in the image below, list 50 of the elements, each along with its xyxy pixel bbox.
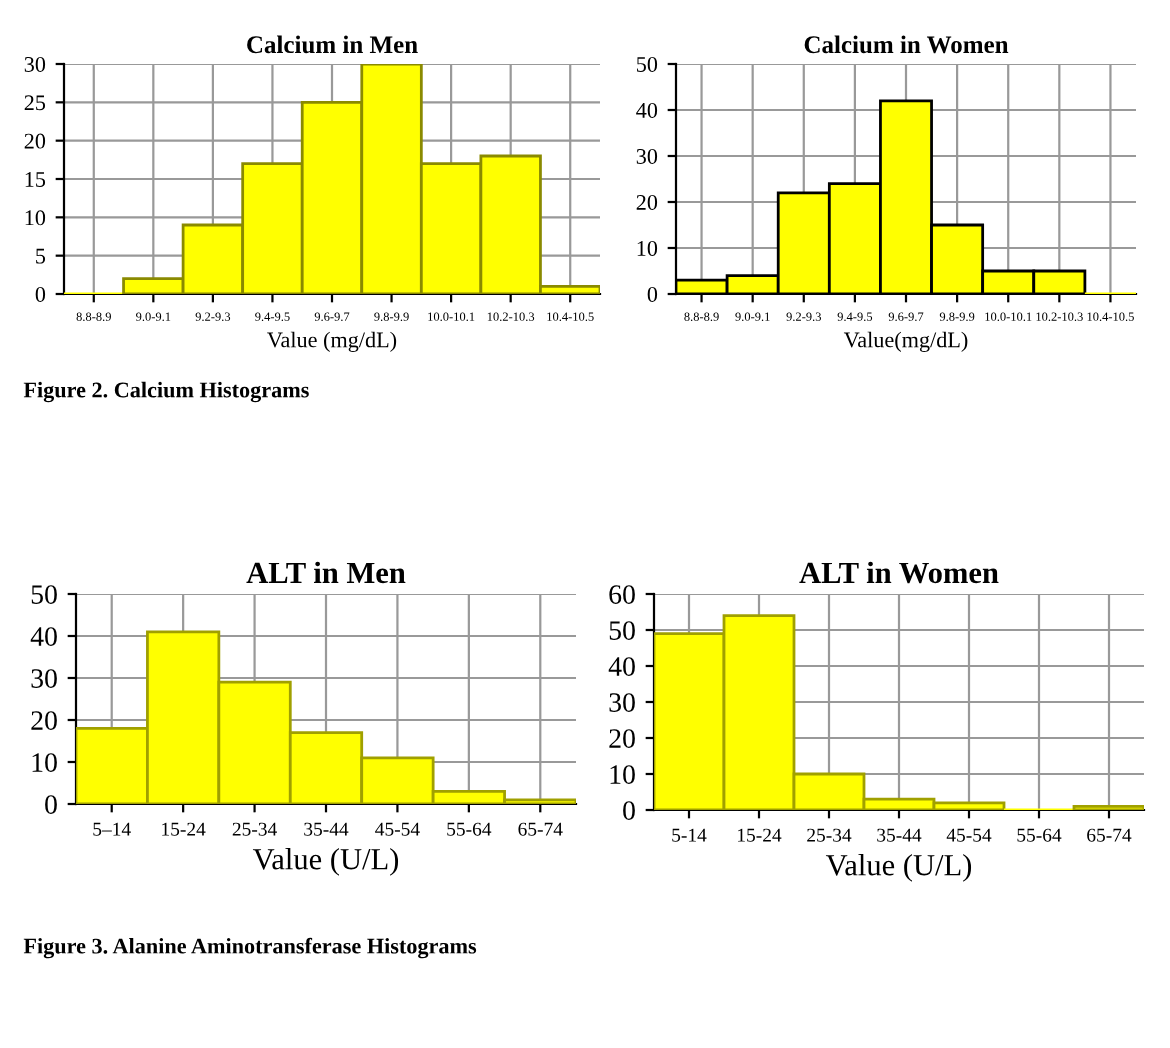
y-tick-label: 10: [32, 753, 57, 772]
y-tick-label: 10: [610, 765, 635, 784]
x-axis-title: Value (mg/dL): [267, 331, 397, 352]
y-tick-label: 30: [636, 148, 658, 164]
y-tick-label: 10: [637, 240, 658, 256]
y-tick-label: 50: [637, 56, 658, 72]
caption: Figure 2. Calcium Histograms: [23, 381, 309, 403]
x-tick-label: 5-14: [672, 828, 707, 842]
x-tick-label: 45-54: [375, 822, 420, 836]
x-tick-label: 65-74: [1087, 828, 1132, 842]
y-tick-label: 25: [24, 95, 46, 111]
y-tick-label: 40: [636, 102, 658, 118]
x-tick-label: 65-74: [518, 822, 563, 836]
x-tick-label: 35-44: [304, 822, 349, 836]
x-tick-label: 25-34: [807, 828, 852, 842]
y-tick-label: 0: [623, 801, 635, 820]
y-tick-label: 0: [45, 795, 57, 814]
chart-title: Calcium in Women: [804, 35, 1009, 54]
y-tick-label: 20: [31, 711, 57, 730]
x-tick-label: 45-54: [946, 828, 992, 842]
y-tick-label: 30: [609, 693, 635, 712]
x-tick-label: 55-64: [447, 822, 492, 836]
y-tick-label: 40: [30, 627, 57, 646]
y-tick-label: 20: [636, 194, 658, 210]
x-tick-label: 15-24: [162, 822, 206, 836]
y-tick-label: 0: [647, 286, 658, 302]
x-axis-title: Value (U/L): [252, 848, 399, 876]
x-tick-label: 25-34: [232, 822, 277, 836]
x-axis-title: Value(mg/dL): [843, 331, 968, 352]
y-tick-label: 60: [609, 585, 635, 604]
y-tick-label: 0: [35, 286, 46, 302]
y-tick-label: 20: [609, 729, 635, 748]
chart-title: Calcium in Men: [247, 35, 418, 54]
y-tick-label: 15: [25, 172, 46, 187]
y-tick-label: 50: [31, 585, 57, 604]
x-tick-label: 15-24: [738, 828, 782, 842]
chart-title: ALT in Women: [799, 561, 999, 584]
caption: Figure 3. Alanine Aminotransferase Histograms: [23, 937, 477, 959]
y-tick-label: 5: [36, 248, 46, 264]
x-tick-label: 35-44: [877, 828, 922, 842]
y-tick-label: 30: [24, 56, 46, 72]
x-tick-label: 55-64: [1017, 828, 1062, 842]
y-tick-label: 30: [31, 669, 57, 688]
y-tick-label: 20: [24, 133, 46, 149]
y-tick-label: 40: [608, 657, 635, 676]
y-tick-label: 10: [25, 210, 46, 226]
x-tick-label: 5–14: [93, 822, 131, 836]
x-axis-title: Value (U/L): [825, 854, 972, 882]
chart-title: ALT in Men: [246, 561, 406, 584]
y-tick-label: 50: [609, 621, 635, 640]
